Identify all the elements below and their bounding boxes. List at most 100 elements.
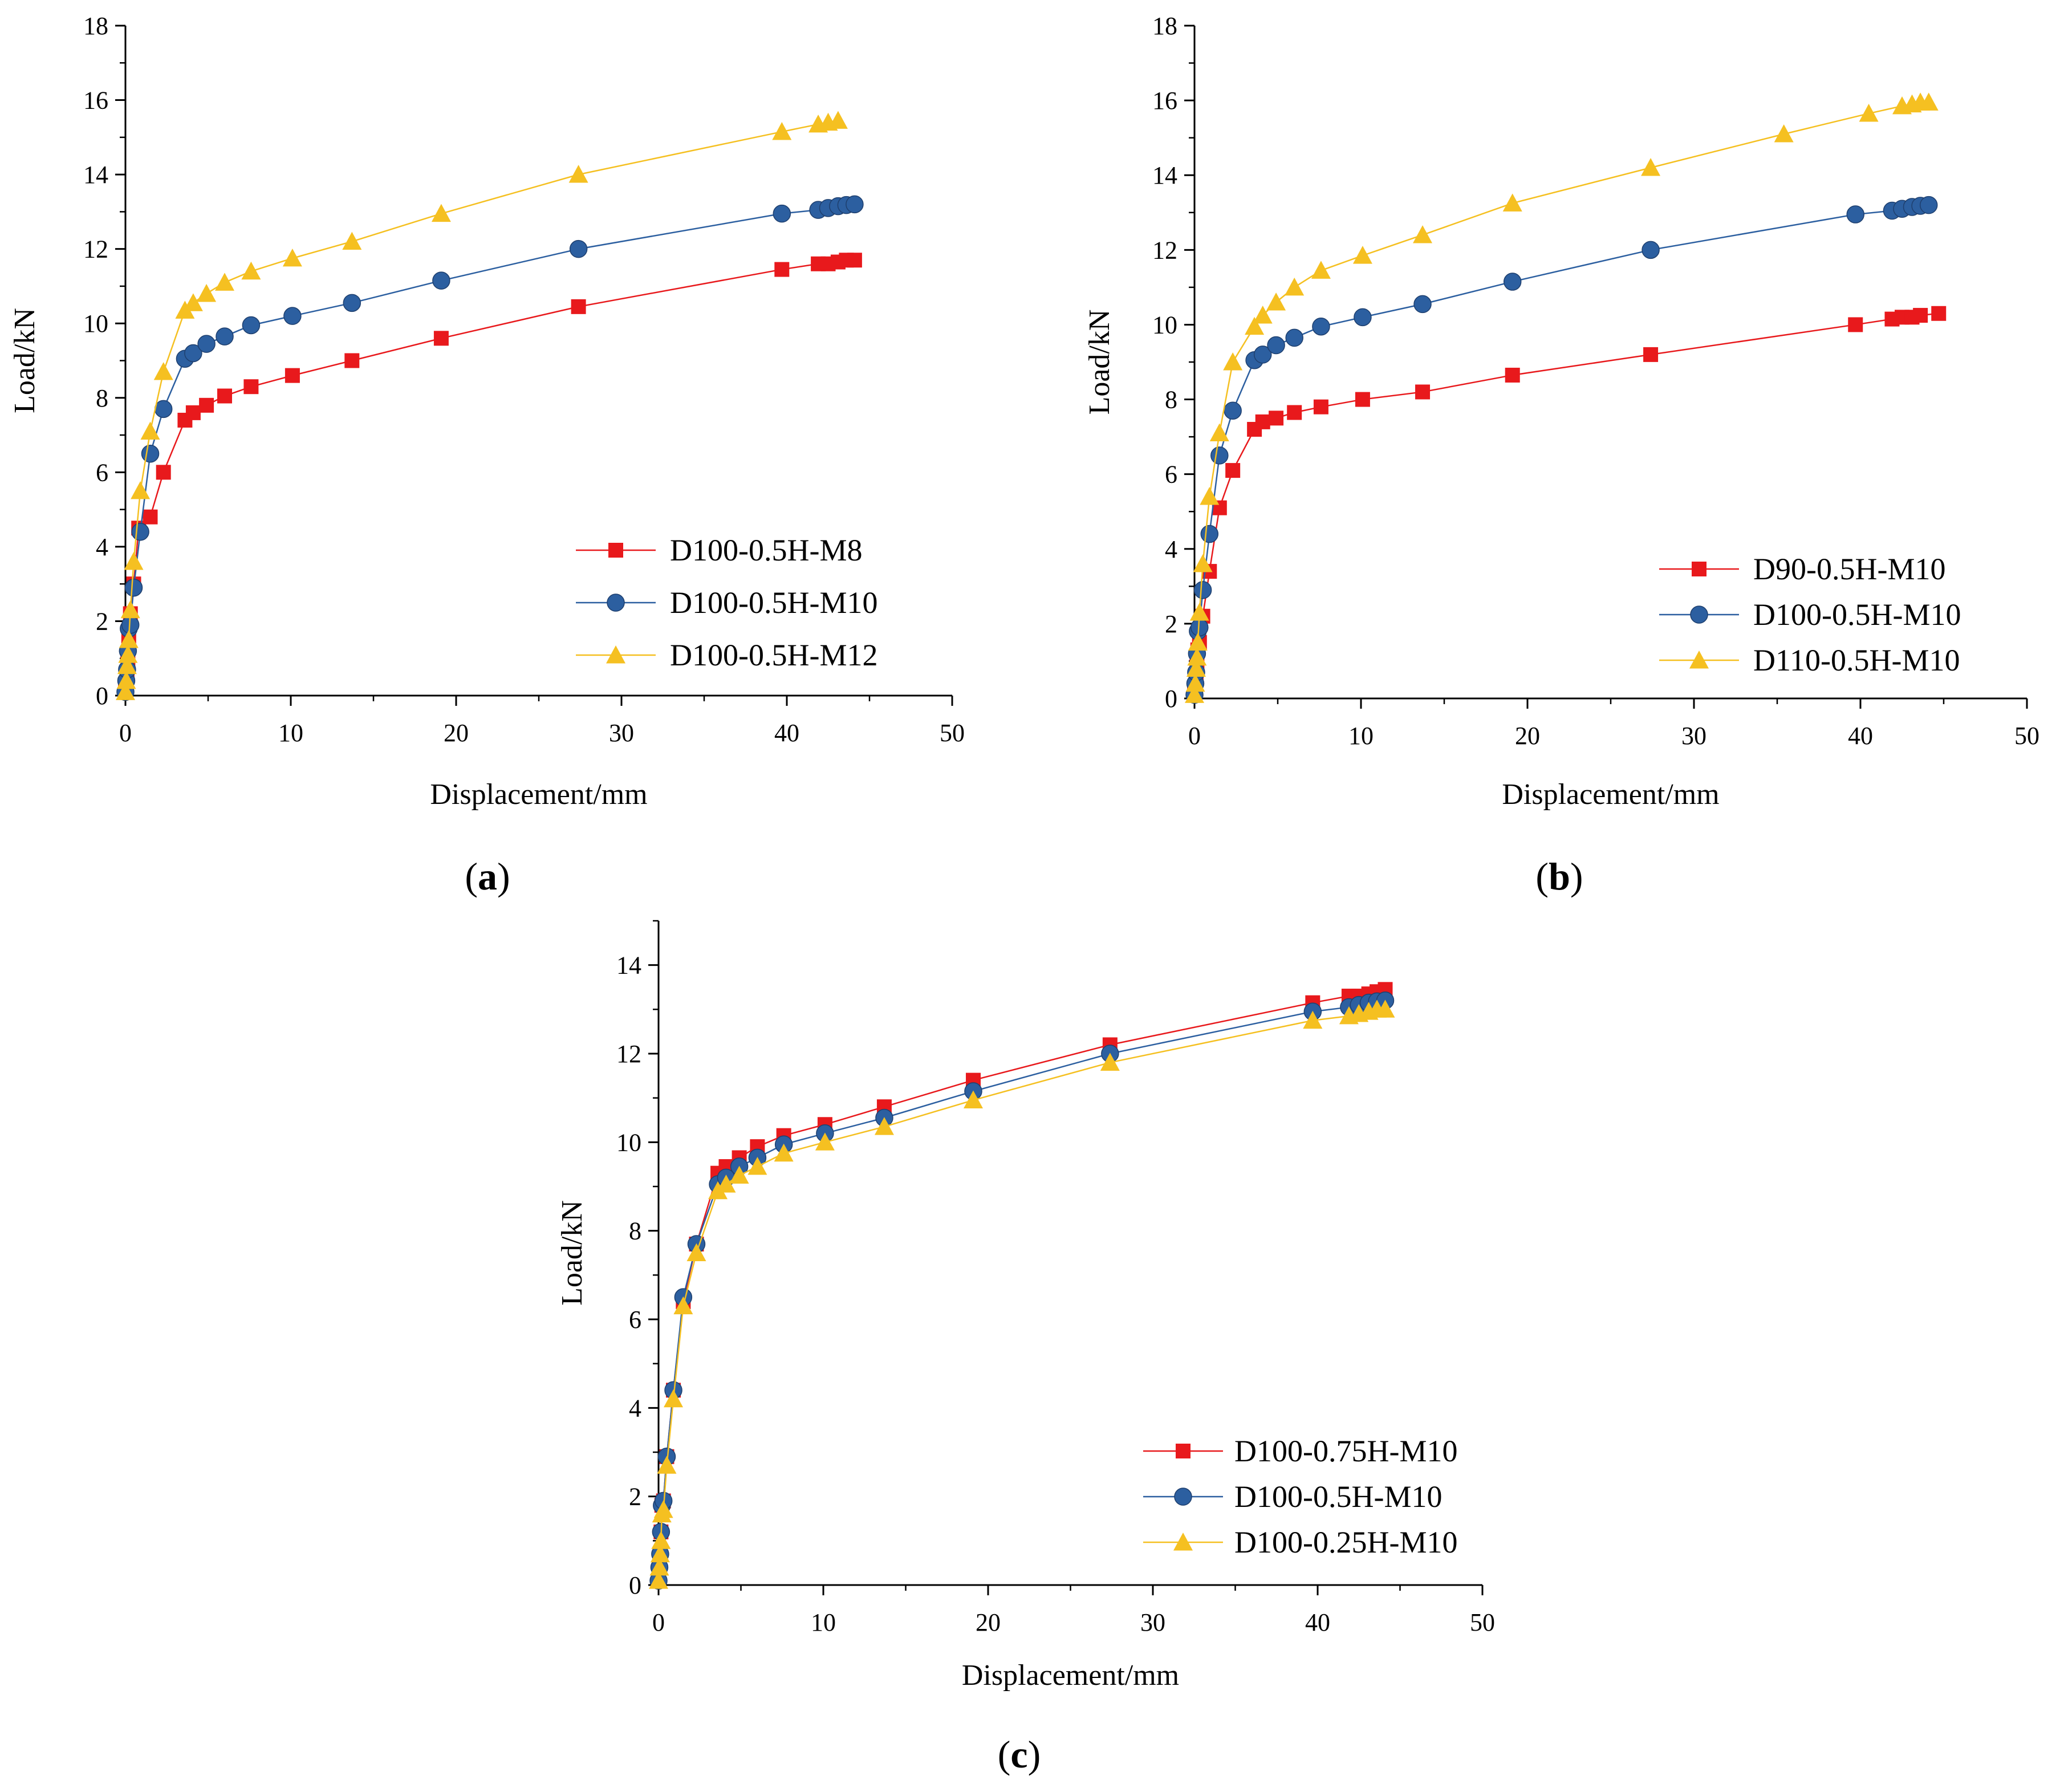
legend-entry: D100-0.25H-M10: [1143, 1525, 1457, 1559]
data-point: [1200, 525, 1219, 543]
data-point: [1375, 999, 1395, 1018]
series-D100-0.5H-M10: [116, 195, 864, 701]
data-point: [773, 204, 791, 223]
x-tick-label: 20: [1515, 722, 1540, 750]
data-point: [1266, 292, 1286, 311]
x-tick-label: 30: [1681, 722, 1706, 750]
data-point: [1287, 405, 1302, 420]
y-tick-label: 8: [1165, 386, 1177, 414]
data-point: [1200, 487, 1220, 505]
data-point: [242, 316, 261, 335]
data-point: [216, 327, 234, 346]
data-point: [215, 273, 234, 291]
legend-entry: D100-0.5H-M12: [576, 638, 877, 672]
y-tick-label: 4: [96, 533, 108, 561]
x-tick-label: 50: [2014, 722, 2039, 750]
data-point: [1209, 423, 1229, 442]
legend-entry: D100-0.5H-M10: [576, 586, 877, 620]
data-point: [1303, 1010, 1323, 1029]
series-D100-0.5H-M12: [116, 111, 848, 700]
data-point: [124, 552, 144, 570]
data-point: [1253, 346, 1272, 364]
y-tick-label: 4: [1165, 535, 1177, 563]
data-point: [664, 1389, 684, 1408]
x-tick-label: 50: [1470, 1608, 1495, 1636]
data-point: [117, 656, 137, 674]
data-point: [1225, 463, 1241, 478]
data-point: [141, 444, 160, 463]
data-point: [119, 630, 139, 648]
data-point: [153, 362, 173, 380]
data-point: [1189, 603, 1209, 621]
data-point: [1919, 196, 1938, 214]
data-point: [657, 1456, 677, 1474]
data-point: [729, 1165, 749, 1184]
panel-label: (b): [1535, 855, 1583, 898]
legend-label: D100-0.5H-M10: [670, 586, 877, 620]
data-point: [432, 271, 450, 290]
data-point: [217, 388, 232, 404]
series-line: [1193, 312, 1939, 695]
y-tick-label: 16: [1152, 87, 1177, 115]
x-tick-label: 40: [1848, 722, 1873, 750]
y-tick-label: 14: [1152, 161, 1177, 189]
data-point: [846, 195, 864, 214]
data-point: [1774, 124, 1794, 143]
data-point: [1913, 308, 1928, 323]
data-point: [156, 465, 171, 480]
legend-marker: [1689, 651, 1709, 669]
x-tick-label: 20: [976, 1608, 1001, 1636]
x-tick-label: 40: [774, 719, 799, 747]
data-point: [1223, 352, 1243, 371]
data-point: [1415, 384, 1431, 400]
data-point: [649, 1571, 668, 1589]
data-point: [1846, 205, 1864, 224]
data-point: [131, 481, 151, 499]
data-point: [282, 248, 302, 267]
data-point: [185, 405, 201, 420]
data-point: [815, 1132, 835, 1151]
y-tick-label: 0: [629, 1571, 641, 1599]
data-point: [1311, 261, 1331, 279]
x-tick-label: 50: [940, 719, 965, 747]
legend-label: D100-0.5H-M10: [1234, 1480, 1442, 1514]
data-point: [124, 578, 143, 597]
x-axis-title: Displacement/mm: [1502, 778, 1719, 811]
data-point: [343, 294, 361, 312]
data-point: [571, 299, 586, 314]
data-point: [1313, 399, 1328, 415]
panel-label: (a): [465, 855, 510, 898]
data-point: [1859, 104, 1879, 122]
x-tick-label: 0: [652, 1608, 665, 1636]
legend-marker: [608, 543, 623, 558]
data-point: [154, 400, 173, 418]
data-point: [143, 509, 158, 525]
series-D110-0.5H-M10: [1185, 92, 1939, 703]
y-tick-label: 6: [96, 458, 108, 486]
data-point: [1100, 1053, 1120, 1071]
y-axis-title: Load/kN: [9, 308, 41, 413]
legend-marker: [1690, 606, 1708, 624]
data-point: [828, 111, 848, 129]
y-tick-label: 10: [616, 1128, 641, 1156]
y-tick-label: 2: [629, 1483, 641, 1511]
y-tick-label: 18: [1152, 12, 1177, 40]
data-point: [1267, 336, 1285, 355]
data-point: [283, 307, 302, 325]
data-point: [650, 1544, 670, 1563]
data-point: [1253, 306, 1273, 324]
data-point: [184, 344, 202, 363]
data-point: [1185, 685, 1204, 703]
data-point: [433, 331, 449, 346]
data-point: [747, 1157, 767, 1175]
data-point: [241, 261, 261, 280]
data-point: [197, 335, 216, 353]
y-tick-label: 2: [1165, 610, 1177, 638]
x-tick-label: 30: [1140, 1608, 1165, 1636]
series-line: [124, 259, 855, 692]
x-axis-title: Displacement/mm: [962, 1659, 1179, 1692]
y-tick-label: 12: [1152, 236, 1177, 264]
legend-marker: [1692, 562, 1706, 576]
data-point: [120, 600, 140, 619]
